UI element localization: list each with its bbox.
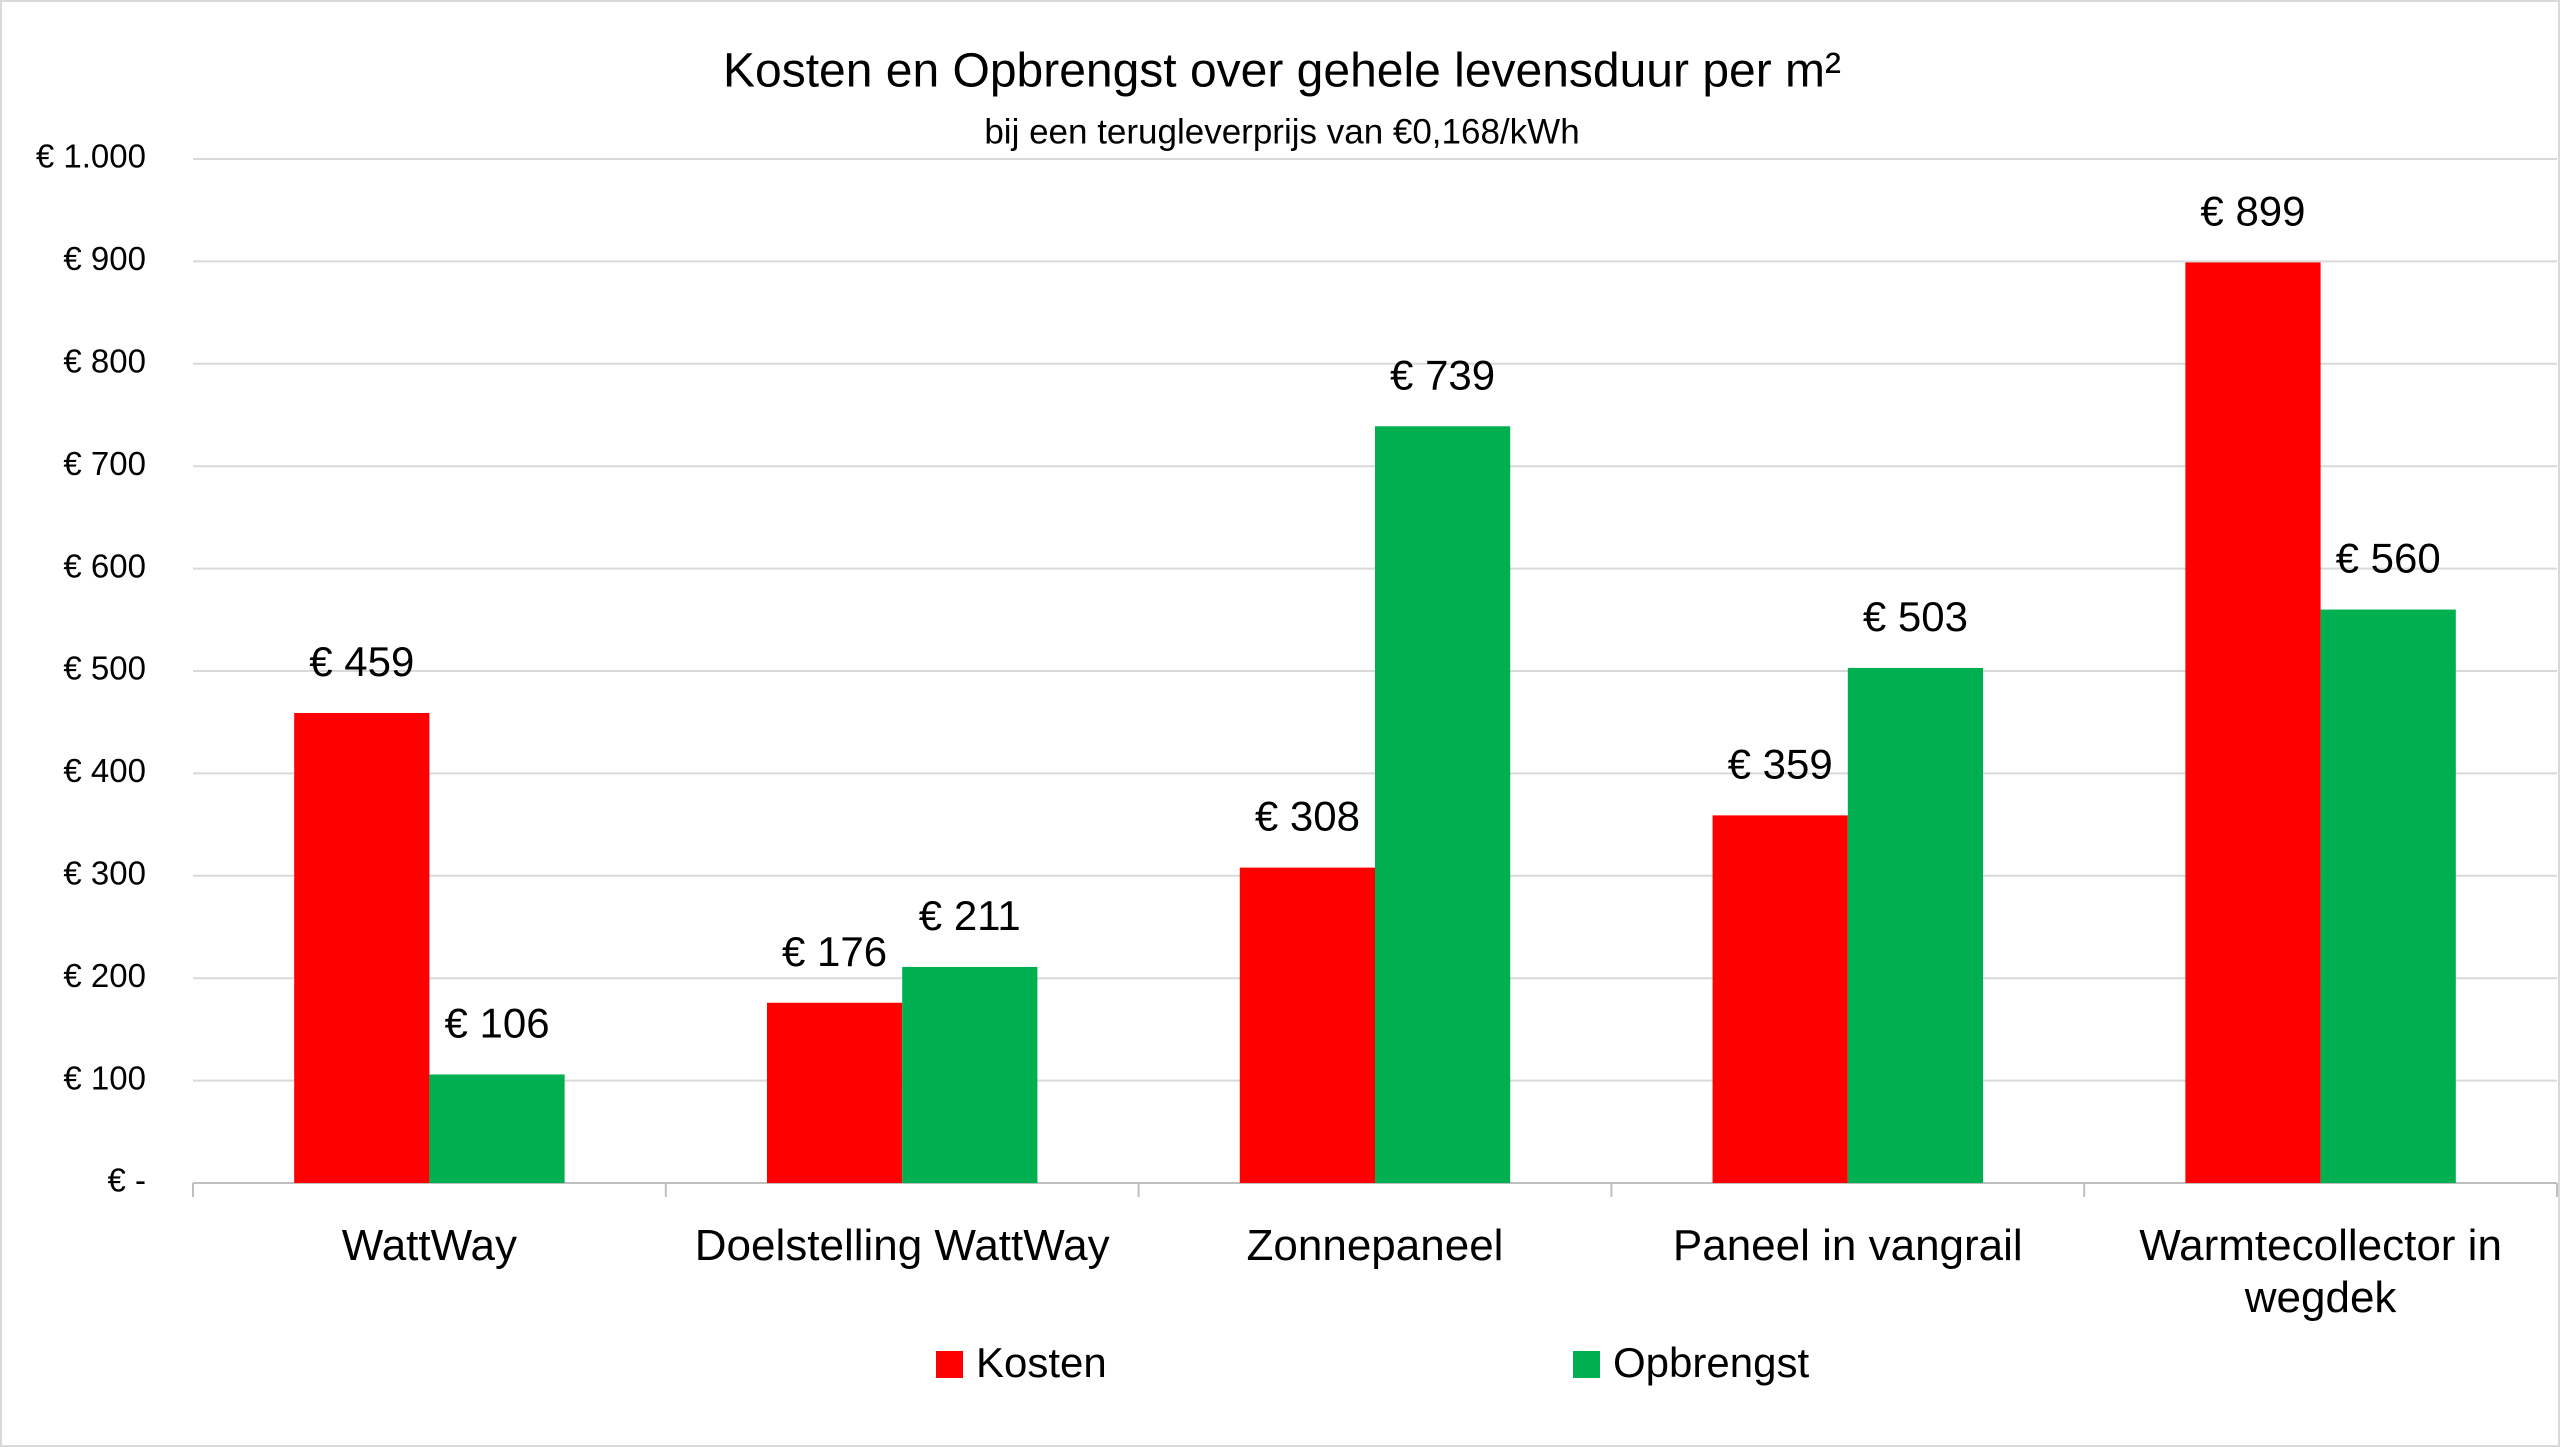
chart-title: Kosten en Opbrengst over gehele levensdu…: [723, 45, 1841, 98]
data-label: € 359: [1728, 740, 1833, 787]
y-tick-label: € 300: [63, 855, 146, 892]
legend-label: Kosten: [976, 1339, 1107, 1386]
bar: [766, 1002, 903, 1183]
legend-swatch: [936, 1351, 963, 1378]
legend-swatch: [1573, 1351, 1600, 1378]
data-label: € 176: [782, 928, 887, 975]
bar: [902, 966, 1038, 1183]
data-label: € 739: [1390, 351, 1495, 398]
x-tick-label: WattWay: [341, 1221, 517, 1270]
data-label: € 459: [309, 638, 414, 685]
data-label: € 106: [444, 1000, 549, 1047]
bar: [1375, 426, 1511, 1183]
y-tick-label: € 400: [63, 752, 146, 789]
bar: [1712, 815, 1848, 1183]
bar: [2185, 262, 2321, 1183]
y-tick-label: € 700: [63, 445, 146, 482]
bar: [1847, 667, 1984, 1183]
bar: [1239, 867, 1375, 1183]
bar: [429, 1074, 565, 1183]
data-label: € 899: [2200, 188, 2305, 235]
x-tick-label: Doelstelling WattWay: [694, 1221, 1110, 1270]
data-label: € 308: [1255, 793, 1360, 840]
data-label: € 211: [919, 892, 1021, 939]
x-tick-label: Paneel in vangrail: [1672, 1221, 2023, 1270]
y-tick-label: € 100: [63, 1059, 146, 1096]
y-tick-label: € 800: [63, 343, 146, 380]
legend-label: Opbrengst: [1613, 1339, 1809, 1386]
chart-subtitle: bij een terugleverprijs van €0,168/kWh: [984, 112, 1579, 151]
y-tick-label: € 200: [63, 957, 146, 994]
data-label: € 503: [1863, 593, 1968, 640]
x-tick-label: Warmtecollector in wegdek: [2139, 1221, 2502, 1322]
y-tick-label: € 600: [63, 547, 146, 584]
y-tick-label: € 500: [63, 650, 146, 687]
bar: [2320, 609, 2456, 1183]
bar: [294, 712, 430, 1183]
x-tick-label: Zonnepaneel: [1246, 1221, 1504, 1270]
y-tick-label: € 900: [63, 240, 146, 277]
y-tick-label: € 1.000: [36, 138, 146, 175]
data-label: € 560: [2336, 535, 2441, 582]
y-tick-label: € -: [107, 1162, 146, 1199]
